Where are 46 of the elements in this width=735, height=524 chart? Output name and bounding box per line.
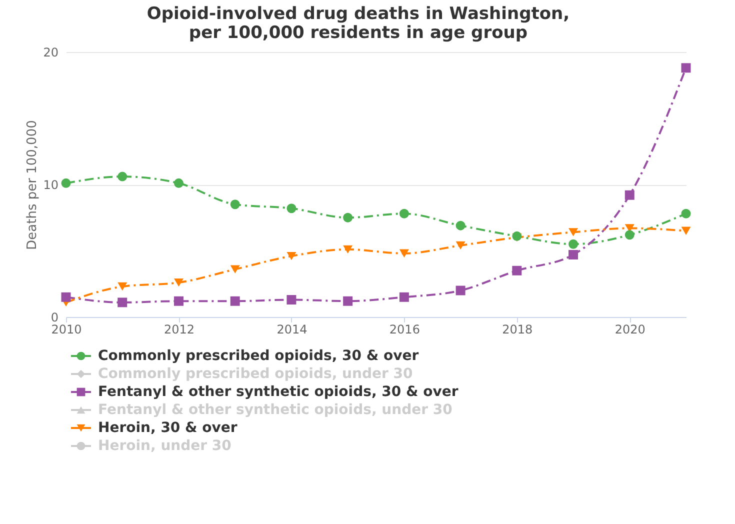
- y-axis-title: Deaths per 100,000: [25, 120, 40, 250]
- point: [681, 208, 691, 218]
- x-tick-label: 2014: [276, 322, 308, 336]
- legend-label: Heroin, 30 & over: [98, 420, 238, 436]
- point: [174, 178, 184, 188]
- point: [456, 220, 466, 230]
- point: [286, 252, 296, 260]
- point: [230, 265, 240, 274]
- x-tick-label: 2018: [502, 322, 533, 336]
- point: [624, 190, 634, 200]
- point: [512, 266, 522, 276]
- point: [118, 172, 128, 182]
- y-tick-label: 0: [50, 310, 58, 324]
- point: [61, 292, 71, 302]
- point: [568, 228, 578, 236]
- point: [568, 250, 578, 260]
- point: [61, 178, 71, 188]
- point: [118, 298, 128, 308]
- point: [118, 282, 128, 291]
- x-tick-label: 2016: [389, 322, 420, 336]
- point: [681, 63, 691, 73]
- point: [568, 239, 578, 249]
- x-tick-label: 2010: [51, 322, 82, 336]
- y-tick-label: 10: [43, 178, 58, 192]
- point: [399, 208, 409, 218]
- point: [174, 278, 184, 287]
- y-tick-label: 20: [43, 46, 58, 60]
- point: [399, 249, 409, 258]
- point: [681, 226, 691, 235]
- point: [286, 204, 296, 214]
- point: [456, 286, 466, 296]
- point: [624, 230, 634, 240]
- point: [286, 295, 296, 305]
- legend-label: Fentanyl & other synthetic opioids, 30 & over: [98, 384, 458, 400]
- legend-label: Commonly prescribed opioids, 30 & over: [98, 348, 419, 364]
- point: [456, 241, 466, 250]
- point: [343, 296, 353, 306]
- point: [399, 292, 409, 302]
- chart-title: Opioid-involved drug deaths in Washington, per 100,000 residents in age group: [146, 4, 570, 43]
- x-tick-label: 2020: [614, 322, 646, 336]
- x-tick-label: 2012: [164, 322, 194, 336]
- point: [174, 296, 184, 306]
- point: [343, 245, 353, 254]
- point: [230, 200, 240, 210]
- point: [343, 212, 353, 222]
- point: [230, 296, 240, 306]
